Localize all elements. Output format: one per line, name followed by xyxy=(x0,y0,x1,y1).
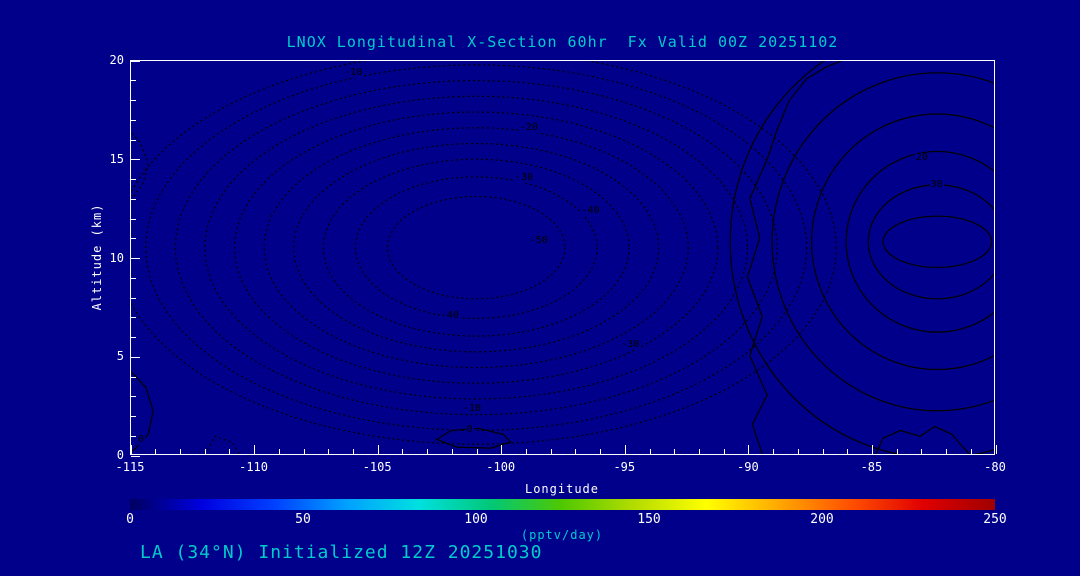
x-tick-mark xyxy=(946,449,948,454)
colorbar-tick-label: 0 xyxy=(126,512,134,527)
x-tick-mark xyxy=(995,445,997,454)
x-tick-mark xyxy=(698,449,700,454)
x-tick-mark xyxy=(352,449,354,454)
y-tick-mark xyxy=(131,100,136,101)
x-tick-mark xyxy=(402,449,404,454)
contour-label: -20 xyxy=(518,122,539,134)
x-tick-mark xyxy=(130,445,132,454)
y-tick-label: 0 xyxy=(116,448,124,462)
x-tick-mark xyxy=(649,449,651,454)
x-tick-mark xyxy=(377,445,379,454)
colorbar-units-label: (pptv/day) xyxy=(520,528,604,542)
x-tick-label: -100 xyxy=(486,460,516,474)
y-tick-mark xyxy=(131,159,140,161)
colorbar-tick-label: 200 xyxy=(810,512,834,527)
y-tick-mark xyxy=(131,297,136,299)
footer-text: LA (34°N) Initialized 12Z 20251030 xyxy=(140,542,543,563)
y-tick-mark xyxy=(131,238,136,240)
y-tick-mark xyxy=(131,317,136,319)
contour-label: 0 xyxy=(136,434,145,446)
x-tick-label: -110 xyxy=(239,460,269,474)
x-tick-mark xyxy=(624,445,626,454)
x-tick-mark xyxy=(723,449,725,454)
y-tick-label: 5 xyxy=(116,349,124,364)
x-tick-mark xyxy=(797,449,799,454)
x-tick-label: -95 xyxy=(613,460,636,474)
y-tick-mark xyxy=(131,258,140,259)
x-tick-mark xyxy=(278,449,280,454)
x-tick-mark xyxy=(451,449,453,454)
x-tick-mark xyxy=(871,445,873,454)
y-tick-mark xyxy=(131,416,136,417)
x-axis-tick-labels: -115 -110 -105 -100 -95 -90 -85 -80 xyxy=(116,460,1006,476)
colorbar-tick-label: 250 xyxy=(983,512,1007,527)
contour-label: -10 xyxy=(462,402,483,414)
x-tick-label: -80 xyxy=(984,460,1006,474)
chart-title: LNOX Longitudinal X-Section 60hr Fx Vali… xyxy=(286,33,839,51)
x-tick-mark xyxy=(575,449,577,454)
plot-area: -10 -20 -30 -40 -50 -40 -30 -10 20 30 0 0 xyxy=(130,60,997,457)
contour-label: 30 xyxy=(929,179,944,191)
y-tick-label: 10 xyxy=(109,250,124,265)
y-tick-mark xyxy=(131,455,140,457)
x-tick-label: -115 xyxy=(115,460,145,474)
y-tick-mark xyxy=(131,218,136,220)
contour-label: 0 xyxy=(465,424,474,436)
y-tick-mark xyxy=(131,60,140,62)
x-tick-mark xyxy=(600,449,602,454)
colorbar xyxy=(130,499,995,510)
contour-label: -40 xyxy=(580,205,601,217)
y-tick-mark xyxy=(131,80,136,82)
x-tick-label: -105 xyxy=(362,460,392,474)
x-tick-mark xyxy=(155,449,157,454)
y-tick-mark xyxy=(131,376,136,378)
contour-label: -30 xyxy=(620,339,641,351)
x-tick-mark xyxy=(822,449,824,454)
x-tick-mark xyxy=(303,449,305,454)
y-tick-label: 15 xyxy=(109,151,124,166)
y-tick-mark xyxy=(131,337,136,338)
x-tick-mark xyxy=(179,449,181,454)
x-tick-mark xyxy=(501,445,503,454)
x-tick-mark xyxy=(476,449,478,454)
y-tick-mark xyxy=(131,119,136,121)
x-tick-mark xyxy=(204,449,206,454)
x-tick-label: -90 xyxy=(737,460,759,474)
y-axis-tick-labels: 0 5 10 15 20 xyxy=(84,53,124,462)
y-tick-mark xyxy=(131,356,140,358)
x-tick-mark xyxy=(525,449,527,454)
x-tick-mark xyxy=(254,445,256,454)
y-tick-mark xyxy=(131,139,136,141)
x-tick-mark xyxy=(328,449,330,454)
colorbar-tick-labels: 0 50 100 150 200 250 xyxy=(126,512,1007,528)
x-tick-label: -85 xyxy=(860,460,883,474)
x-tick-mark xyxy=(550,449,552,454)
y-tick-mark xyxy=(131,198,136,200)
contour-label: -40 xyxy=(439,309,460,321)
colorbar-tick-label: 50 xyxy=(295,512,311,527)
contour-label: 20 xyxy=(914,151,929,163)
x-axis-label: Longitude xyxy=(524,482,600,496)
y-tick-mark xyxy=(131,396,136,398)
x-tick-mark xyxy=(229,449,231,454)
y-tick-mark xyxy=(131,277,136,279)
x-tick-mark xyxy=(773,449,775,454)
contour-label: -30 xyxy=(513,171,534,183)
x-tick-mark xyxy=(748,445,750,454)
y-tick-mark xyxy=(131,179,136,180)
x-tick-mark xyxy=(427,449,429,454)
x-tick-mark xyxy=(921,449,923,454)
y-tick-label: 20 xyxy=(109,53,124,67)
contour-label: -10 xyxy=(343,66,364,78)
contour-lines xyxy=(131,61,994,454)
x-tick-mark xyxy=(970,449,972,454)
x-tick-mark xyxy=(847,449,849,454)
x-tick-mark xyxy=(896,449,898,454)
colorbar-tick-label: 100 xyxy=(464,512,488,527)
x-tick-mark xyxy=(674,449,676,454)
y-tick-mark xyxy=(131,435,136,437)
colorbar-tick-label: 150 xyxy=(637,512,661,527)
contour-label: -50 xyxy=(528,234,549,246)
